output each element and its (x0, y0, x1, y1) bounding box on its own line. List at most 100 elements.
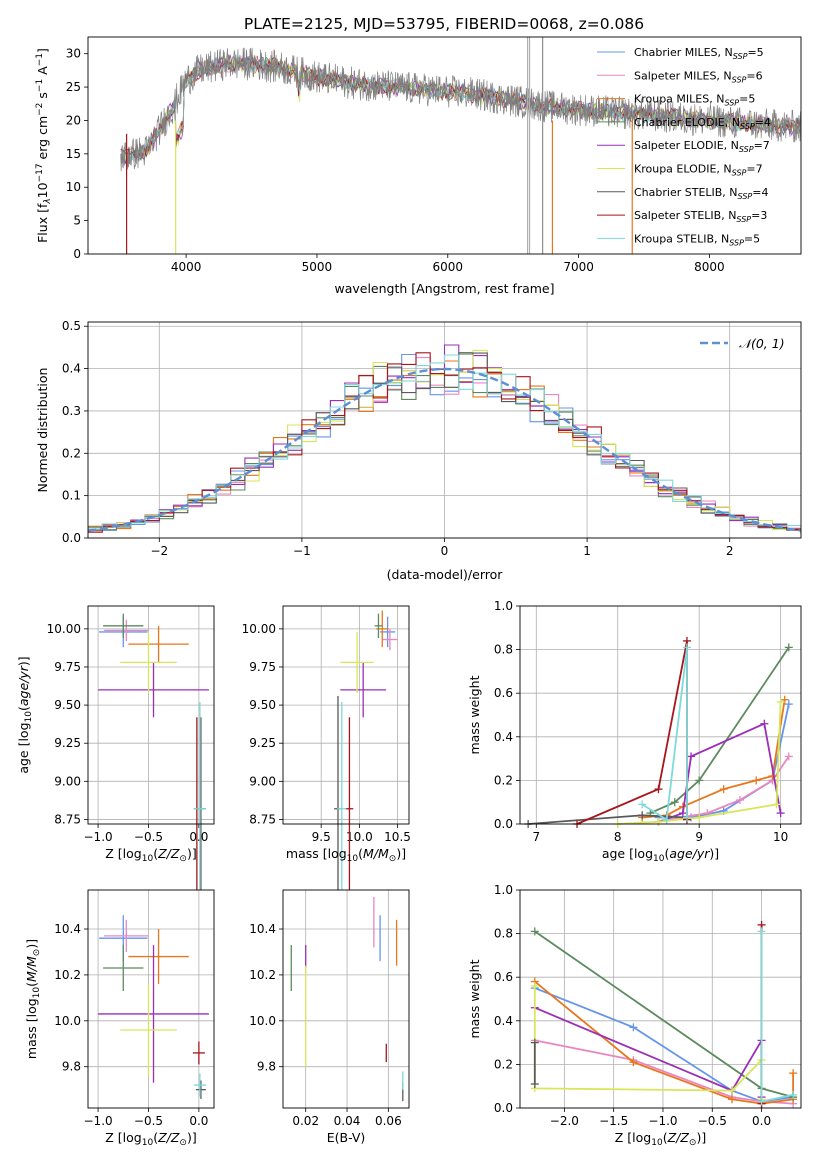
x-tick-label: 5000 (302, 260, 333, 274)
x-axis-label: mass [log10(M/M⊙)] (286, 846, 406, 864)
y-tick-label: 0.1 (62, 489, 81, 503)
y-tick-label: 0.0 (494, 1101, 513, 1115)
panel-weight-vs-Z: −2.0 −1.5 −1.0 −0.5 0.0 0.0 0.2 0.4 0.6 0.8 1.0 Z [… (467, 883, 802, 1148)
y-tick-label: 10.4 (54, 922, 81, 936)
point (195, 1080, 206, 1099)
x-tick-label: −1.0 (84, 830, 113, 844)
histograms (88, 344, 801, 535)
y-tick-label: 10.0 (249, 1014, 276, 1028)
y-axis-label: Flux [fλ10−17 erg cm−2 s−1 A−1] (35, 48, 53, 243)
y-tick-label: 9.75 (54, 660, 81, 674)
y-axis-label: age [log10(age/yr)] (16, 656, 34, 773)
x-tick-label: 10.0 (346, 830, 373, 844)
y-tick-label: 0.8 (494, 643, 513, 657)
legend-entry: Kroupa ELODIE, NSSP=7 (597, 163, 763, 178)
point (374, 613, 383, 639)
y-tick-label: 20 (66, 113, 81, 127)
panel-age-vs-Z: −1.0 −0.5 0.0 8.75 9.00 9.25 9.50 9.75 10.00 Z [l… (16, 605, 215, 916)
x-tick-label: −0.5 (698, 1114, 727, 1128)
point (120, 984, 177, 1076)
legend-entry: Chabrier STELIB, NSSP=4 (597, 186, 768, 201)
y-tick-label: 10.0 (54, 1014, 81, 1028)
x-tick-label: −0.5 (134, 1114, 163, 1128)
x-tick-label: 0.0 (189, 1114, 208, 1128)
legend-label: Kroupa ELODIE, NSSP=7 (634, 163, 763, 178)
point (103, 945, 144, 991)
point (340, 631, 374, 693)
point (120, 631, 177, 693)
x-tick-label: 2 (726, 544, 734, 558)
y-tick-label: 9.8 (257, 1060, 276, 1074)
axes-frame (87, 321, 802, 539)
point (103, 613, 144, 639)
y-tick-label: 0.2 (494, 1057, 513, 1071)
x-tick-label: −1.0 (84, 1114, 113, 1128)
legend-label: 𝒩(0, 1) (739, 336, 785, 351)
panel-spectrum: 4000 5000 6000 7000 8000 0 5 10 15 20 25 30 waveleng… (35, 36, 802, 296)
legend: 𝒩(0, 1) (700, 336, 785, 351)
x-axis-label: Z [log10(Z/Z⊙)] (615, 1130, 706, 1148)
legend-entry: Salpeter STELIB, NSSP=3 (597, 209, 767, 224)
x-tick-label: 6000 (432, 260, 463, 274)
y-axis-label: Normed distribution (35, 368, 50, 493)
y-axis-label: mass weight (467, 675, 482, 754)
y-tick-label: 9.00 (249, 774, 276, 788)
point (128, 625, 189, 663)
point (104, 919, 149, 952)
x-axis-label: Z [log10(Z/Z⊙)] (105, 846, 196, 864)
series (638, 643, 691, 824)
y-tick-label: 8.75 (54, 812, 81, 826)
legend: Chabrier MILES, NSSP=5 Salpeter MILES, NS… (597, 46, 771, 247)
x-tick-label: 7 (532, 830, 540, 844)
panel-weight-vs-age: 7 8 9 10 0.0 0.2 0.4 0.6 0.8 1.0 age [log10(age/yr… (467, 599, 802, 864)
point (345, 717, 354, 901)
point (193, 1073, 206, 1097)
axes-frame (519, 889, 802, 1109)
x-tick-label: 4000 (171, 260, 202, 274)
point (192, 1041, 205, 1065)
point (98, 945, 209, 1083)
x-tick-label: 8000 (694, 260, 725, 274)
y-tick-label: 9.75 (249, 660, 276, 674)
series (530, 1038, 539, 1089)
x-tick-label: −1 (293, 544, 311, 558)
point (193, 702, 206, 916)
point (98, 662, 209, 718)
series-line (641, 647, 688, 822)
x-tick-label: −1.5 (599, 1114, 628, 1128)
legend-entry: Salpeter MILES, NSSP=6 (597, 69, 763, 84)
point (128, 929, 189, 985)
x-axis-label: age [log10(age/yr)] (602, 846, 719, 864)
y-tick-label: 0.6 (494, 686, 513, 700)
spectrum-lines (120, 37, 801, 254)
axes-frame (519, 605, 802, 825)
x-tick-label: 0.04 (334, 1114, 361, 1128)
x-axis-label: Z [log10(Z/Z⊙)] (105, 1130, 196, 1148)
series (613, 697, 785, 828)
plot-area (88, 890, 214, 1108)
x-axis-label: E(B-V) (327, 1130, 366, 1145)
point (104, 619, 149, 642)
x-axis-label: wavelength [Angstrom, rest frame] (334, 281, 554, 296)
y-tick-label: 0.6 (494, 970, 513, 984)
legend-label: Salpeter STELIB, NSSP=3 (634, 209, 767, 224)
y-tick-label: 0.4 (62, 362, 81, 376)
y-axis-label: mass [log10(M/M⊙)] (24, 939, 42, 1059)
y-tick-label: 0.4 (494, 1014, 513, 1028)
y-tick-label: 5 (73, 214, 81, 228)
y-tick-label: 0.8 (494, 927, 513, 941)
x-tick-label: 10 (773, 830, 788, 844)
y-tick-label: 10.2 (54, 968, 81, 982)
plot-area (283, 890, 409, 1108)
x-tick-label: −0.5 (134, 830, 163, 844)
panel-residuals: −2 −1 0 1 2 0.0 0.1 0.2 0.3 0.4 0.5 𝒩(0, 1) (data-mo… (35, 319, 802, 582)
series (757, 927, 798, 1106)
x-tick-label: 7000 (563, 260, 594, 274)
panel-age-vs-mass: 9.5 10.0 10.5 8.75 9.00 9.25 9.50 9.75 10.00 mass… (242, 605, 411, 922)
y-tick-label: 9.25 (249, 736, 276, 750)
y-tick-label: 0.3 (62, 404, 81, 418)
legend-label: Kroupa STELIB, NSSP=5 (634, 232, 760, 247)
y-tick-label: 10.00 (242, 622, 276, 636)
x-tick-label: 8 (614, 830, 622, 844)
y-tick-label: 9.50 (249, 698, 276, 712)
